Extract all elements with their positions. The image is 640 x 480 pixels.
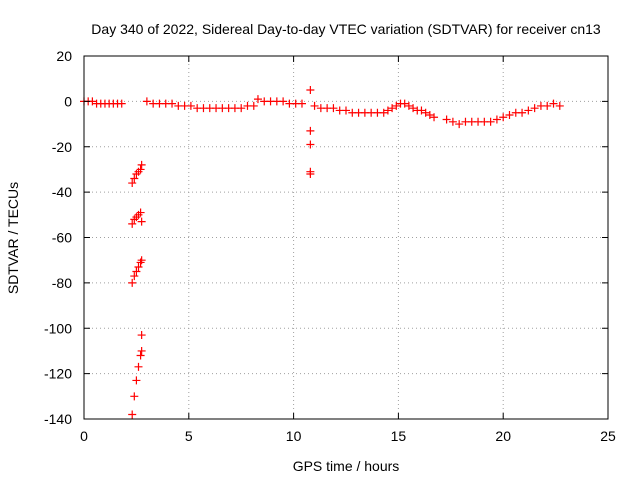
data-point	[137, 217, 146, 226]
data-point	[310, 101, 319, 110]
data-point	[142, 97, 151, 106]
x-tick-label: 0	[80, 428, 88, 444]
y-tick-label: -100	[44, 320, 72, 336]
data-point	[442, 115, 451, 124]
data-point	[249, 101, 258, 110]
data-point	[486, 117, 495, 126]
data-point	[530, 104, 539, 113]
data-point	[130, 392, 139, 401]
x-tick-label: 15	[391, 428, 407, 444]
x-axis-title: GPS time / hours	[293, 458, 400, 474]
data-point	[306, 126, 315, 135]
x-tick-label: 25	[600, 428, 616, 444]
data-point	[555, 101, 564, 110]
data-point	[134, 262, 143, 271]
data-point	[237, 104, 246, 113]
data-point	[306, 140, 315, 149]
data-point	[132, 376, 141, 385]
data-points	[80, 86, 564, 419]
data-point	[253, 95, 262, 104]
y-axis-title: SDTVAR / TECUs	[5, 182, 21, 294]
series-spikes-near-10.8h	[306, 86, 315, 178]
data-point	[543, 101, 552, 110]
x-tick-label: 20	[495, 428, 511, 444]
data-point	[136, 165, 145, 174]
data-point	[128, 219, 137, 228]
data-point	[137, 256, 146, 265]
data-point	[130, 174, 139, 183]
data-point	[404, 101, 413, 110]
data-point	[137, 331, 146, 340]
data-point	[306, 169, 315, 178]
data-point	[409, 104, 418, 113]
data-point	[297, 99, 306, 108]
data-point	[130, 272, 139, 281]
y-tick-label: -60	[52, 230, 72, 246]
data-point	[132, 267, 141, 276]
data-point	[400, 99, 409, 108]
y-tick-label: -140	[44, 411, 72, 427]
ticks-layer: 0 5 10 15 20 25 20 0 -20 -40 -60 -80 -100 -120 -140	[44, 48, 616, 444]
y-tick-label: -20	[52, 139, 72, 155]
data-point	[306, 86, 315, 95]
data-point	[128, 179, 137, 188]
data-point	[425, 110, 434, 119]
series-main-trace	[80, 95, 564, 129]
y-tick-label: 20	[56, 48, 72, 64]
data-point	[329, 104, 338, 113]
data-point	[136, 208, 145, 217]
data-point	[549, 99, 558, 108]
data-point	[421, 108, 430, 117]
data-point	[279, 97, 288, 106]
data-point	[499, 113, 508, 122]
y-tick-label: -40	[52, 184, 72, 200]
data-point	[388, 104, 397, 113]
data-point	[186, 101, 195, 110]
data-point	[518, 108, 527, 117]
data-point	[379, 108, 388, 117]
data-point	[448, 117, 457, 126]
data-point	[117, 99, 126, 108]
data-point	[128, 278, 137, 287]
y-tick-label: -80	[52, 275, 72, 291]
data-point	[383, 106, 392, 115]
data-point	[134, 362, 143, 371]
y-tick-label: 0	[64, 93, 72, 109]
data-point	[136, 351, 145, 360]
data-point	[342, 106, 350, 115]
y-tick-label: -120	[44, 366, 72, 382]
data-point	[492, 115, 501, 124]
data-point	[392, 101, 401, 110]
data-point	[524, 106, 533, 115]
series-descending-clusters-near-2.5h	[128, 160, 146, 419]
data-point	[505, 110, 514, 119]
data-point	[128, 410, 137, 419]
data-point	[137, 160, 146, 169]
x-tick-label: 5	[185, 428, 193, 444]
data-point	[417, 106, 426, 115]
data-point	[430, 113, 439, 122]
data-point	[137, 346, 146, 355]
chart-title: Day 340 of 2022, Sidereal Day-to-day VTE…	[91, 21, 601, 37]
x-tick-label: 10	[286, 428, 302, 444]
data-point	[455, 120, 464, 129]
data-point	[168, 99, 177, 108]
